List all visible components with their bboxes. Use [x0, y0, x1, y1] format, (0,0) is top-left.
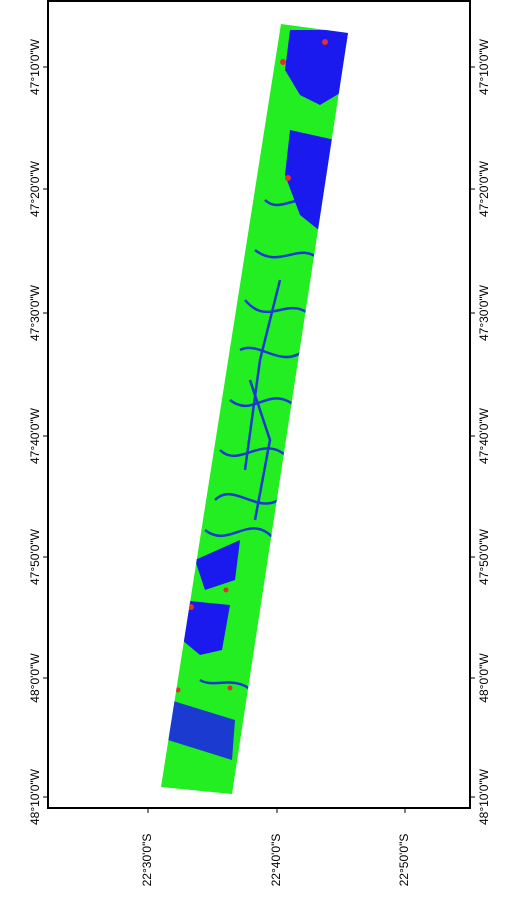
- left-label: 48°10'0"W: [28, 768, 42, 825]
- right-label: 47°40'0"W: [477, 407, 491, 464]
- right-label: 47°20'0"W: [477, 160, 491, 217]
- bottom-label: 22°40'0"S: [269, 834, 283, 887]
- right-label: 47°10'0"W: [477, 38, 491, 95]
- right-label: 48°10'0"W: [477, 768, 491, 825]
- coordinate-labels: 47°10'0"W 47°20'0"W 47°30'0"W 47°40'0"W 47°5…: [28, 38, 491, 886]
- right-label: 48°0'0"W: [477, 653, 491, 703]
- left-label: 48°0'0"W: [28, 653, 42, 703]
- left-label: 47°40'0"W: [28, 407, 42, 464]
- bottom-label: 22°50'0"S: [397, 834, 411, 887]
- left-label: 47°50'0"W: [28, 528, 42, 585]
- right-label: 47°30'0"W: [477, 284, 491, 341]
- left-label: 47°20'0"W: [28, 160, 42, 217]
- left-label: 47°30'0"W: [28, 284, 42, 341]
- right-label: 47°50'0"W: [477, 528, 491, 585]
- bottom-label: 22°30'0"S: [140, 834, 154, 887]
- left-label: 47°10'0"W: [28, 38, 42, 95]
